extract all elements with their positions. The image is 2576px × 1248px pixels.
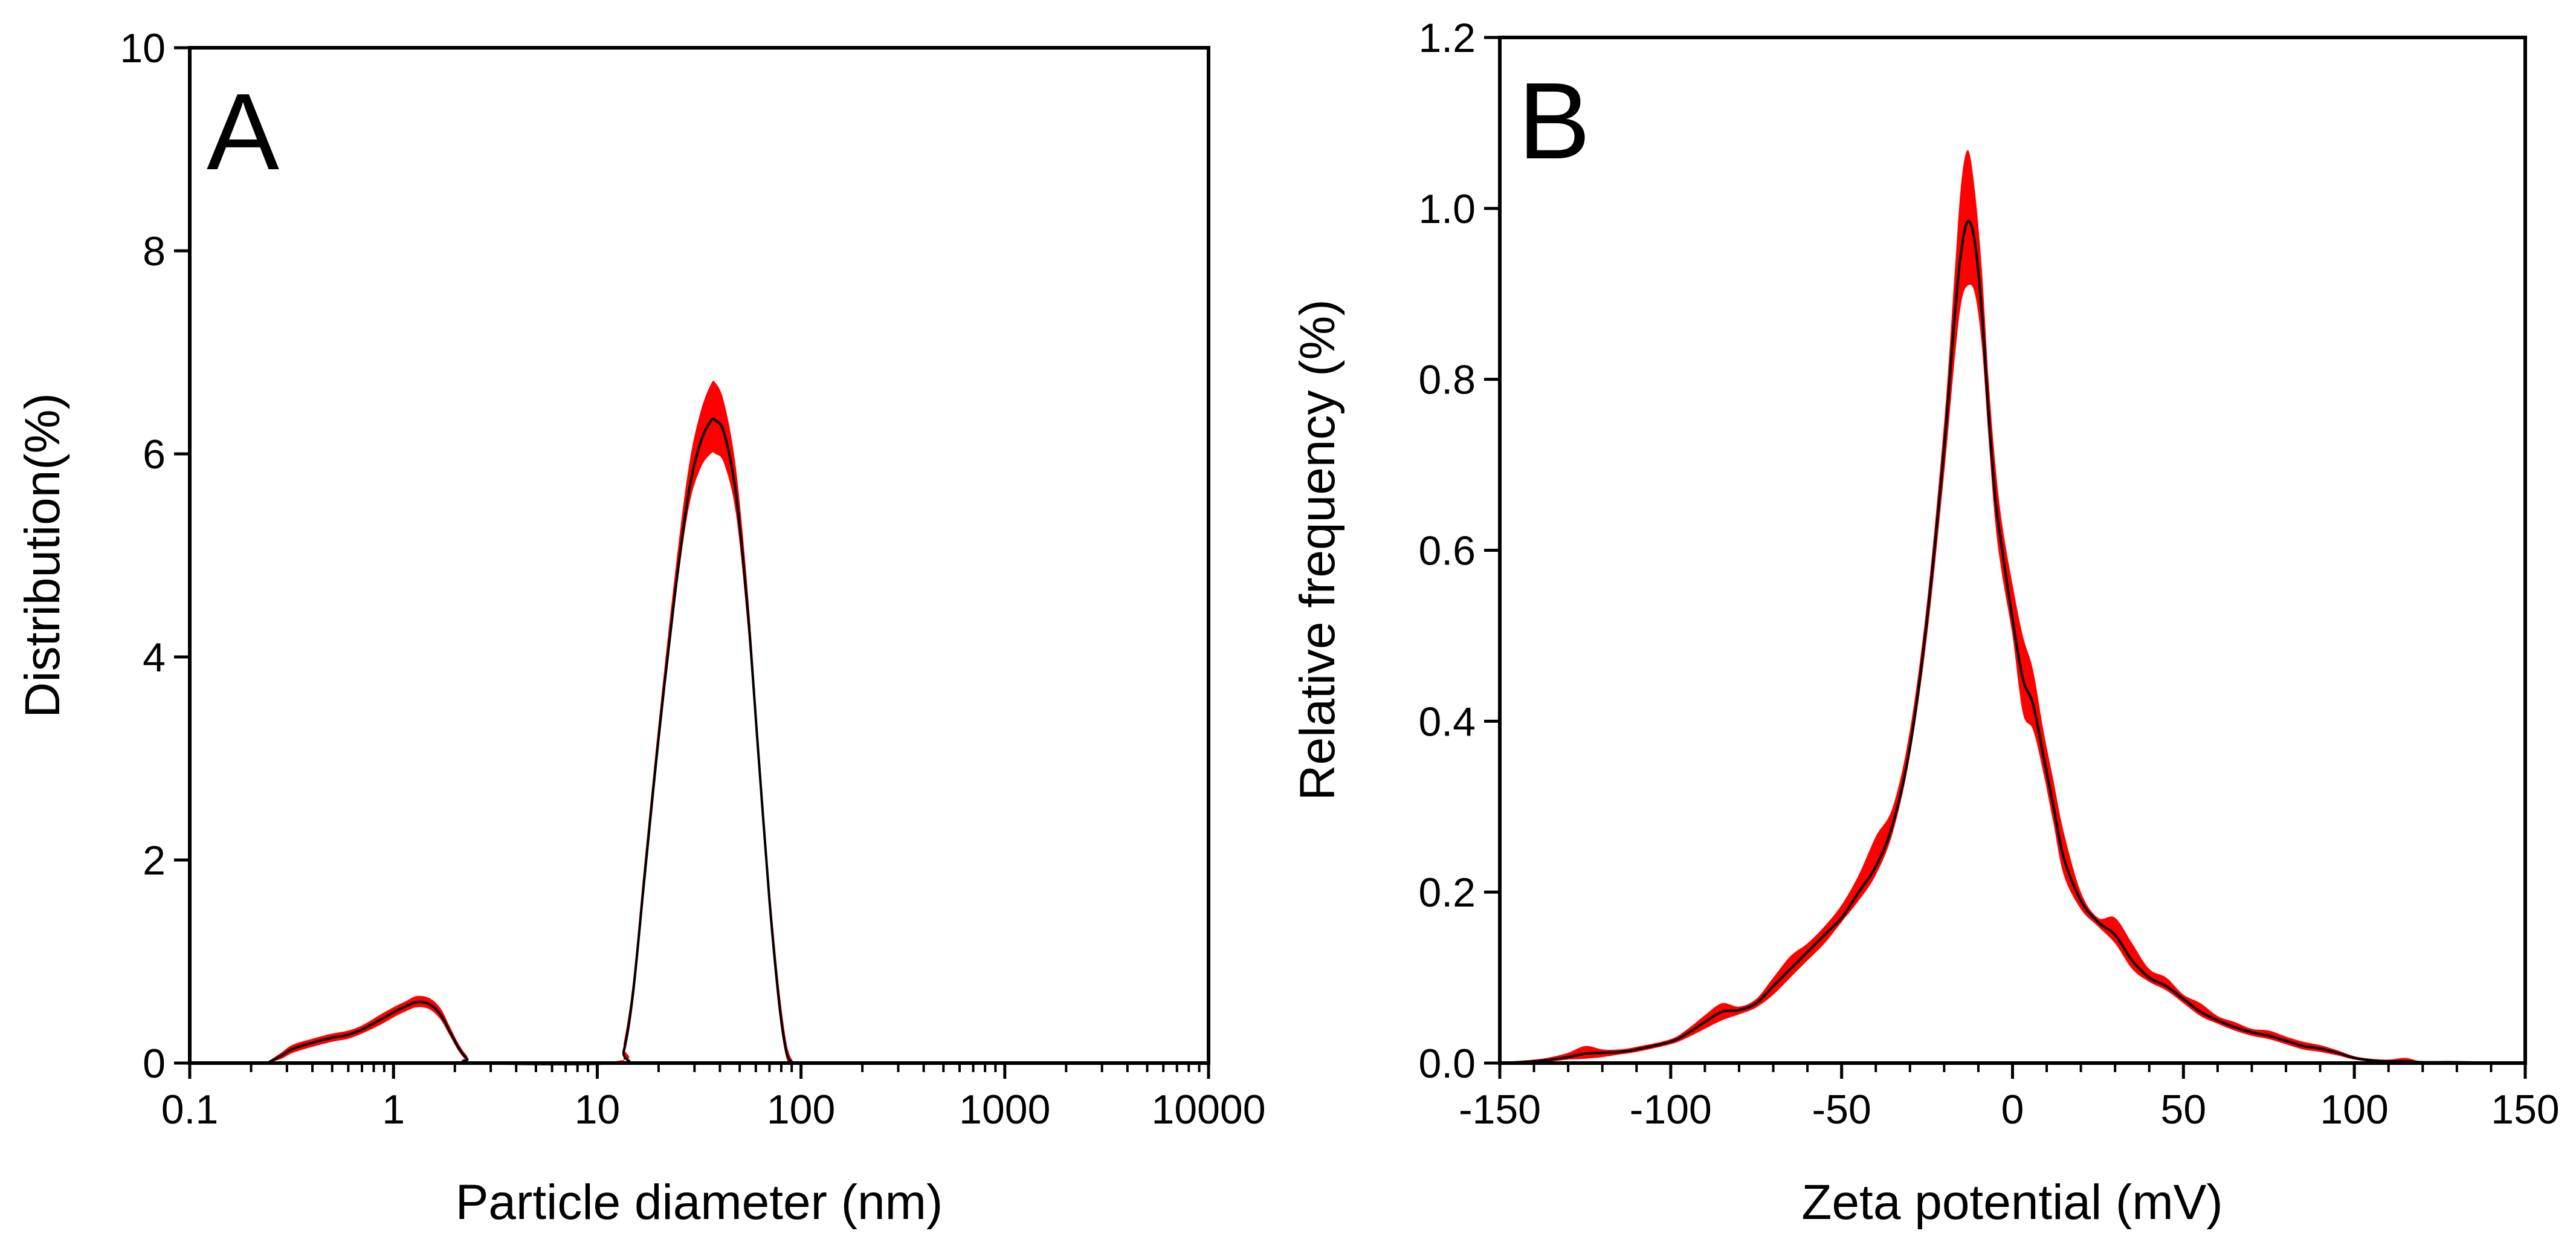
chart-panel-b: -150 -100 -50 0 50 100 150 0.0 0.2 0.4 0.6 0.8 1.0 1.… [1290, 15, 2560, 1230]
ticks-a: 0.1 1 10 100 1000 10000 0 2 4 6 8 10 [120, 25, 1265, 1133]
y-tick-label-a: 6 [143, 432, 166, 477]
x-tick-label-b: 150 [2491, 1087, 2559, 1133]
y-tick-label-a: 2 [143, 838, 166, 884]
x-axis-title-a: Particle diameter (nm) [456, 1175, 943, 1230]
x-tick-label-b: 100 [2320, 1087, 2388, 1133]
y-tick-label-b: 0.2 [1418, 870, 1476, 916]
x-tick-label-a: 1000 [959, 1087, 1050, 1133]
x-tick-label-a: 0.1 [161, 1087, 219, 1133]
y-tick-label-b: 0.8 [1418, 357, 1476, 403]
y-tick-label-a: 10 [120, 25, 166, 71]
x-axis-title-b: Zeta potential (mV) [1801, 1175, 2223, 1230]
y-tick-label-a: 0 [143, 1041, 166, 1087]
ticks-b: -150 -100 -50 0 50 100 150 0.0 0.2 0.4 0.6 0.8 1.0 1.… [1418, 15, 2559, 1133]
plot-frame-a [188, 46, 1210, 1065]
y-tick-label-b: 1.2 [1418, 15, 1476, 61]
mean-line-a [266, 417, 795, 1065]
x-tick-label-a: 100 [767, 1087, 835, 1133]
x-tick-label-a: 10 [575, 1087, 621, 1133]
y-tick-label-b: 0.0 [1418, 1041, 1476, 1087]
x-tick-label-b: 0 [2001, 1087, 2024, 1133]
mean-line-b [1499, 219, 2526, 1064]
confidence-band-b [1500, 150, 2525, 1064]
y-tick-label-a: 8 [143, 228, 166, 274]
x-tick-label-b: -150 [1459, 1087, 1541, 1133]
x-tick-label-b: -100 [1630, 1087, 1712, 1133]
x-tick-label-b: -50 [1812, 1087, 1871, 1133]
y-axis-title-a: Distribution(%) [15, 393, 70, 718]
x-tick-label-a: 1 [382, 1087, 405, 1133]
y-tick-label-b: 0.6 [1418, 528, 1476, 574]
x-tick-label-b: 50 [2161, 1087, 2207, 1133]
y-tick-label-b: 0.4 [1418, 699, 1476, 745]
y-axis-title-b: Relative frequency (%) [1290, 299, 1345, 800]
chart-panel-a: 0.1 1 10 100 1000 10000 0 2 4 6 8 10 A Particle dia… [15, 25, 1266, 1230]
y-tick-label-b: 1.0 [1418, 186, 1476, 232]
panel-label-a: A [207, 71, 279, 193]
y-tick-label-a: 4 [143, 635, 166, 681]
panel-label-b: B [1518, 60, 1590, 182]
x-tick-label-a: 10000 [1151, 1087, 1265, 1133]
